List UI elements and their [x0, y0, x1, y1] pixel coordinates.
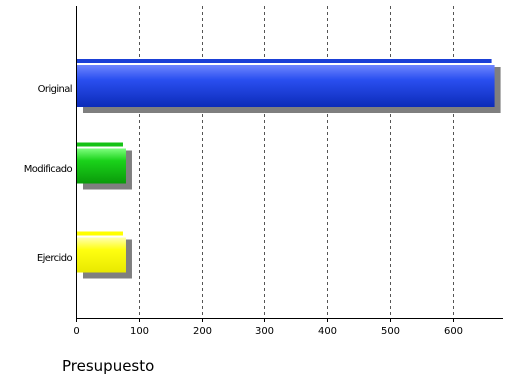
- x-axis-title: Presupuesto: [62, 357, 154, 374]
- x-tick-label: 600: [444, 326, 463, 337]
- bar-top-strip: [77, 59, 492, 63]
- bar-ejercido: [77, 237, 126, 273]
- bars: [77, 59, 501, 279]
- x-tick-label: 300: [255, 326, 274, 337]
- category-label: Ejercido: [37, 253, 73, 264]
- category-label: Modificado: [24, 164, 73, 175]
- grid-lines: [139, 6, 454, 318]
- bar-original: [77, 65, 495, 107]
- bar-top-strip: [77, 231, 123, 236]
- category-labels: Original Modificado Ejercido: [24, 84, 73, 264]
- category-label: Original: [38, 84, 72, 95]
- bar-highlight: [77, 63, 495, 65]
- x-tick-labels: 0 100 200 300 400 500 600: [73, 326, 463, 337]
- x-tick-label: 200: [193, 326, 212, 337]
- bar-highlight: [77, 146, 126, 149]
- bar-modificado: [77, 148, 126, 184]
- bar-top-strip: [77, 142, 123, 147]
- x-tick-label: 100: [130, 326, 149, 337]
- x-tick-label: 500: [381, 326, 400, 337]
- axes: [76, 6, 503, 322]
- bar-highlight: [77, 235, 126, 238]
- x-tick-label: 0: [73, 326, 79, 337]
- x-tick-label: 400: [318, 326, 337, 337]
